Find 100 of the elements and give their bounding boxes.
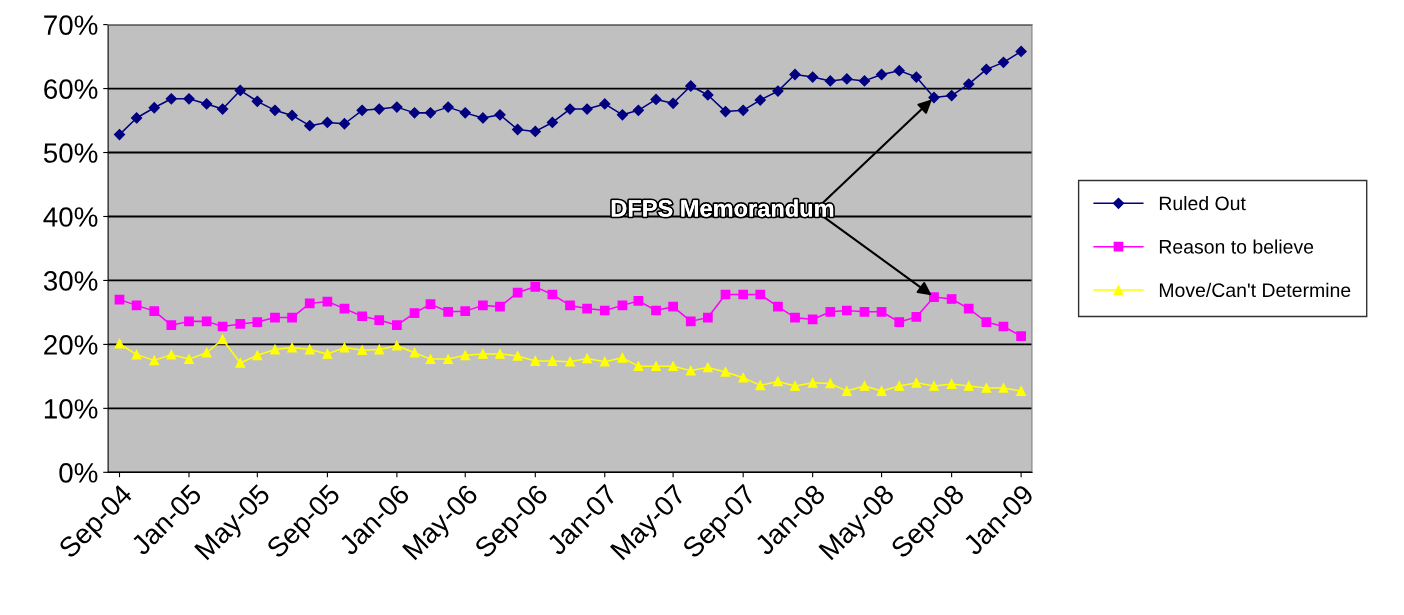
point [252, 317, 263, 327]
point [859, 306, 870, 317]
point [357, 345, 367, 356]
point [114, 338, 125, 349]
y-tick-label: 60% [44, 79, 98, 99]
point [216, 103, 229, 115]
point [633, 361, 644, 372]
point [825, 306, 836, 317]
point [582, 353, 592, 364]
point [459, 107, 471, 119]
point [529, 125, 541, 138]
point [443, 354, 453, 364]
point [981, 317, 992, 327]
point [425, 354, 436, 364]
point [910, 71, 922, 83]
point [789, 68, 801, 81]
point [807, 377, 818, 388]
point [409, 347, 420, 358]
point [963, 381, 974, 391]
point [737, 104, 749, 116]
point [113, 129, 126, 141]
point [633, 296, 644, 306]
point [599, 98, 611, 110]
point [599, 356, 610, 367]
point [321, 116, 333, 129]
point [530, 281, 541, 292]
point [286, 109, 298, 122]
point [251, 95, 263, 107]
point [876, 386, 887, 396]
point [841, 305, 852, 316]
point [356, 104, 368, 116]
point [252, 350, 263, 361]
point [442, 101, 454, 113]
point [304, 120, 316, 132]
point [304, 344, 315, 355]
y-tick-label: 30% [43, 271, 98, 291]
point [287, 312, 297, 323]
point [719, 105, 732, 118]
point [651, 305, 661, 316]
point [443, 306, 453, 317]
point [581, 103, 593, 115]
point [495, 349, 505, 359]
y-tick-label: 40% [43, 207, 98, 227]
point [790, 312, 800, 323]
point [183, 93, 195, 105]
y-tick-label: 50% [43, 143, 98, 163]
point [460, 350, 471, 361]
point [599, 305, 610, 316]
point [667, 97, 679, 109]
point [807, 71, 819, 83]
y-tick-label: 10% [44, 399, 98, 419]
point [1016, 331, 1026, 341]
point [894, 317, 905, 327]
point [858, 75, 871, 87]
point [875, 68, 888, 81]
point [1015, 45, 1027, 58]
point [512, 351, 523, 361]
point [130, 112, 143, 124]
point [946, 89, 958, 102]
point [876, 306, 887, 317]
point [547, 356, 558, 366]
point [149, 306, 160, 317]
point [234, 84, 246, 97]
point [217, 334, 228, 345]
point [685, 80, 697, 92]
point [269, 104, 281, 116]
point [998, 383, 1009, 393]
point [702, 362, 713, 373]
point [825, 378, 836, 389]
point [131, 349, 142, 360]
legend-label: Move/Can't Determine [1159, 282, 1351, 298]
point [893, 65, 905, 77]
point [184, 316, 194, 327]
point [685, 316, 696, 327]
point [373, 103, 385, 115]
point [287, 342, 297, 353]
point [184, 354, 194, 364]
point [650, 93, 662, 106]
point [478, 349, 488, 359]
point [235, 319, 246, 329]
point [911, 377, 922, 388]
point [894, 381, 905, 391]
point [773, 376, 783, 387]
point [963, 78, 975, 90]
point [565, 300, 575, 311]
point [702, 312, 713, 323]
point [495, 301, 505, 312]
point [201, 316, 212, 327]
point [374, 344, 385, 355]
point [632, 104, 644, 116]
point [1016, 386, 1026, 396]
point [565, 356, 575, 367]
point [166, 349, 177, 360]
point [201, 347, 212, 358]
point [494, 109, 506, 121]
point [530, 356, 541, 366]
point [720, 367, 731, 377]
point [911, 312, 922, 322]
point [392, 320, 402, 331]
point [460, 306, 471, 317]
